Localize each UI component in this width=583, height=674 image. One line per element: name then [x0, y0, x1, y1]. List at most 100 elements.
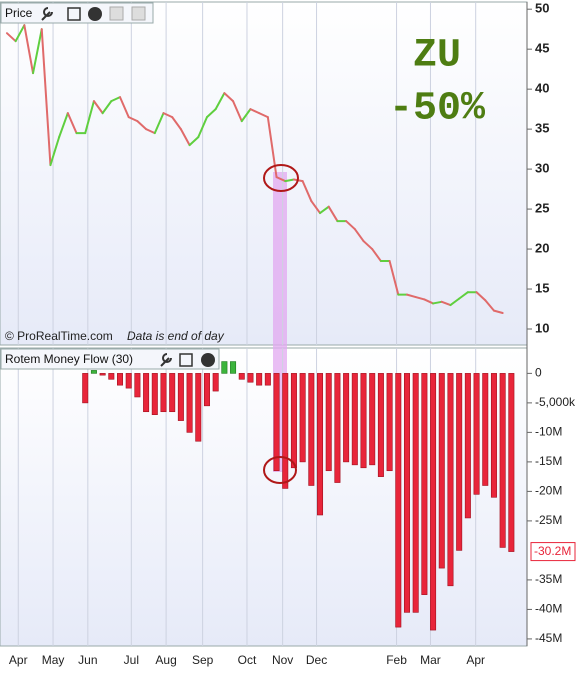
x-tick-label: Aug [155, 653, 176, 667]
y-tick-label: 10 [535, 320, 549, 335]
bar [195, 373, 202, 442]
price-segment [49, 136, 61, 167]
y-tick-label: 15 [535, 280, 549, 295]
bar [412, 373, 419, 613]
wrench-icon[interactable] [160, 353, 172, 367]
y-tick-label: 35 [535, 121, 549, 136]
window-icon[interactable] [67, 7, 81, 21]
price-segment [14, 24, 26, 43]
bar [490, 373, 497, 498]
x-tick-label: Feb [386, 653, 407, 667]
bar [369, 373, 376, 466]
price-segment [162, 112, 174, 119]
price-segment [388, 260, 400, 296]
y-tick-label: -25M [535, 513, 562, 527]
price-segment [119, 96, 130, 119]
price-segment [145, 128, 156, 135]
bar [186, 373, 193, 433]
price-segment [5, 32, 17, 43]
close-icon[interactable] [88, 7, 102, 21]
price-segment [327, 205, 339, 223]
last-value-box [530, 542, 576, 562]
y-tick-label: -15M [535, 454, 562, 468]
bar [160, 373, 167, 413]
bar [464, 373, 471, 519]
x-tick-label: Mar [420, 653, 441, 667]
bar [317, 373, 324, 516]
bar [351, 373, 358, 466]
panel-title: Price [5, 6, 33, 20]
price-segment [423, 298, 435, 305]
bar [447, 373, 454, 587]
bar [247, 373, 254, 383]
wrench-icon[interactable] [41, 7, 53, 21]
price-segment [284, 178, 295, 183]
bar [230, 361, 237, 374]
price-segment [32, 28, 43, 75]
price-segment [492, 309, 504, 315]
note: Data is end of day [127, 329, 225, 343]
bar [395, 373, 402, 628]
x-tick-label: Nov [272, 653, 293, 667]
bar [99, 373, 106, 376]
price-segment [127, 116, 139, 123]
bar [151, 373, 158, 415]
price-segment [153, 112, 165, 135]
bar [221, 361, 228, 374]
x-tick-label: Jul [124, 653, 139, 667]
bar [473, 373, 480, 495]
price-segment [345, 220, 356, 231]
price-segment [214, 92, 226, 111]
price-segment [136, 120, 148, 131]
x-tick-label: Sep [192, 653, 214, 667]
price-segment [40, 28, 52, 167]
price-segment [353, 228, 365, 243]
close-icon[interactable] [201, 353, 215, 367]
annotation: -50% [389, 87, 486, 132]
source: © ProRealTime.com [5, 329, 113, 343]
bar [299, 373, 306, 463]
bar [134, 373, 141, 398]
price-segment [432, 300, 443, 305]
x-tick-label: Dec [306, 653, 327, 667]
price-segment [310, 200, 322, 215]
down-icon[interactable] [109, 6, 124, 21]
price-segment [188, 136, 200, 147]
price-segment [258, 112, 269, 119]
price-segment [249, 108, 261, 115]
price-segment [171, 116, 182, 131]
up-icon[interactable] [131, 6, 146, 21]
price-segment [371, 248, 382, 263]
bar [264, 373, 271, 386]
bar [438, 373, 445, 569]
price-segment [84, 100, 95, 135]
bar [456, 373, 463, 551]
price-segment [179, 128, 191, 147]
flow-header: Rotem Money Flow (30) [0, 348, 220, 370]
price-segment [240, 108, 252, 123]
bar [90, 370, 97, 374]
bar [117, 373, 124, 386]
bar [508, 373, 515, 552]
bar [482, 373, 489, 486]
y-tick-label: 30 [535, 161, 549, 176]
bar [273, 373, 280, 472]
x-tick-label: May [42, 653, 65, 667]
window-icon[interactable] [179, 353, 193, 367]
price-segment [197, 116, 208, 139]
bar [290, 373, 297, 469]
x-tick-label: Apr [9, 653, 28, 667]
bar [421, 373, 428, 595]
y-tick-label: 45 [535, 41, 549, 56]
y-tick-label: -10M [535, 425, 562, 439]
bar [430, 373, 437, 631]
bar [256, 373, 263, 386]
last-value-label: -30.2M [534, 544, 571, 558]
bar [212, 373, 219, 392]
price-header: Price [0, 2, 154, 24]
highlight-circle [263, 164, 299, 192]
y-tick-label: 25 [535, 201, 549, 216]
bar [308, 373, 315, 486]
price-segment [232, 100, 243, 123]
